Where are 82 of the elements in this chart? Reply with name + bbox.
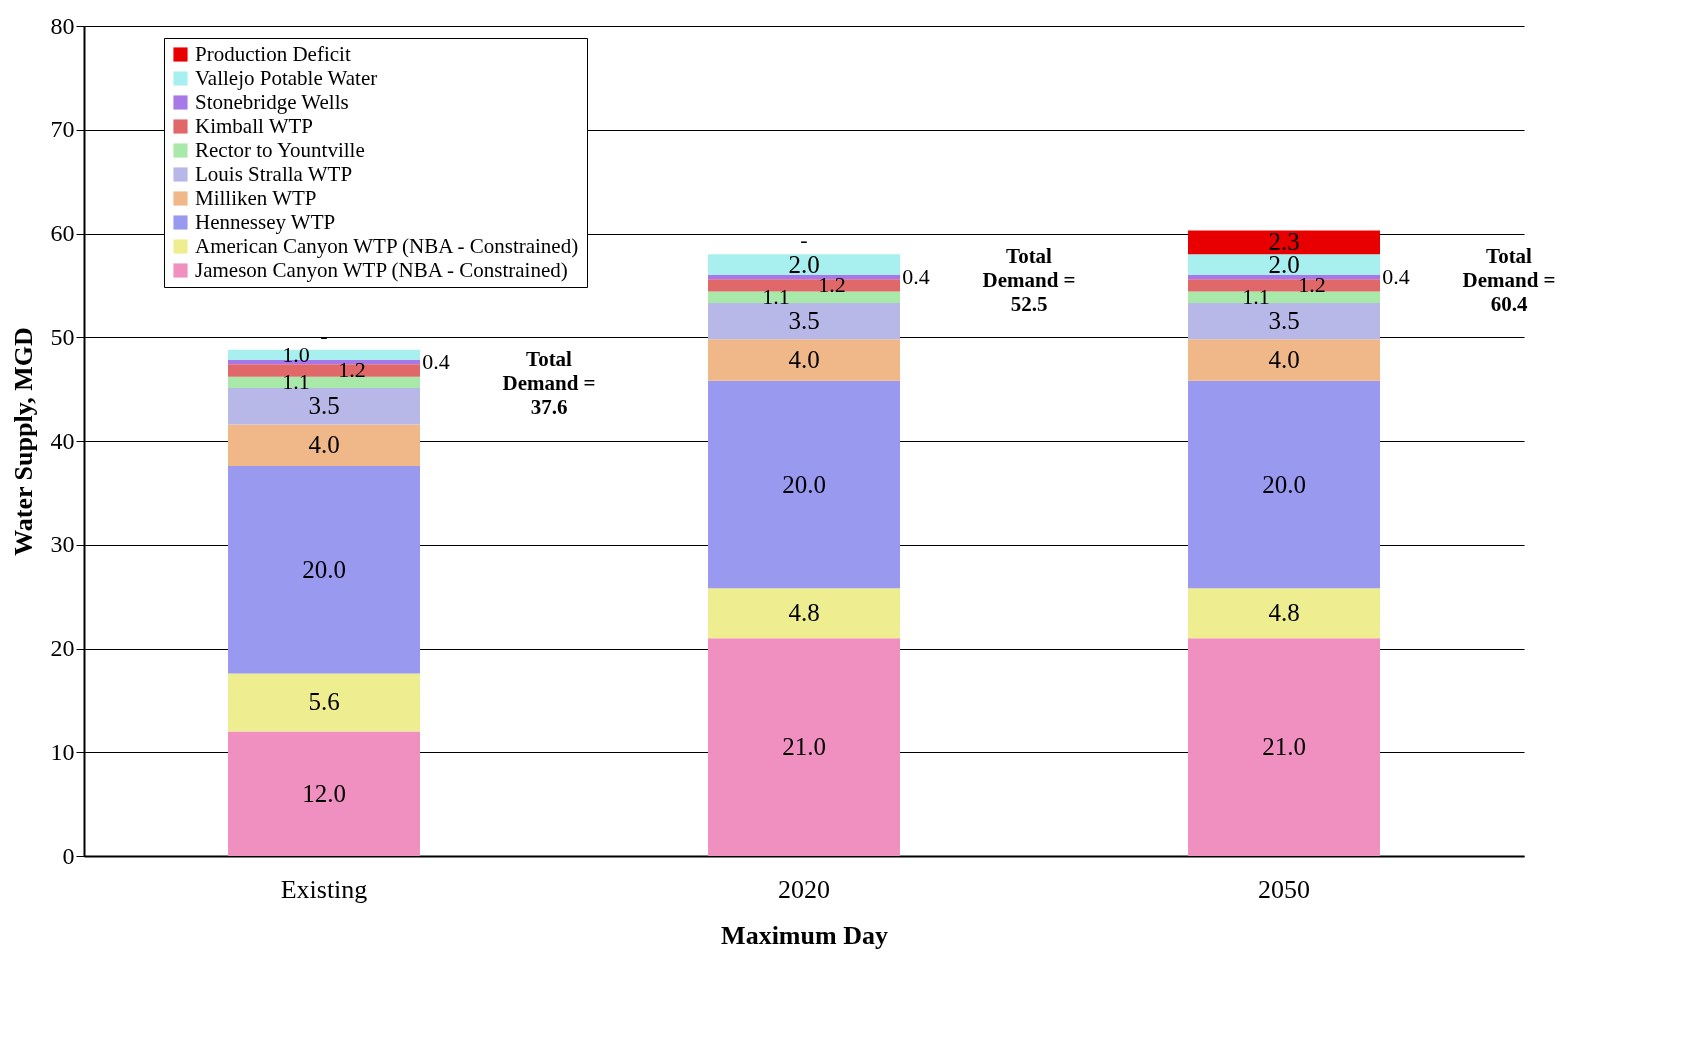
x-axis-title: Maximum Day (721, 920, 888, 950)
bar (228, 731, 420, 856)
data-label: 1.2 (338, 357, 366, 383)
bar (228, 424, 420, 466)
bar (708, 291, 900, 304)
data-label: 4.0 (1268, 346, 1300, 374)
bar (1188, 638, 1380, 856)
bar (1188, 279, 1380, 292)
y-tick-label: 50 (50, 323, 75, 350)
data-label: 1.2 (818, 272, 846, 298)
data-label: 4.8 (1268, 599, 1300, 627)
y-tick-label: 60 (50, 220, 75, 246)
bar (708, 254, 900, 275)
data-label: 3.5 (1268, 307, 1300, 335)
data-label: 21.0 (782, 733, 826, 761)
bar (1188, 275, 1380, 280)
annotation: Total Demand = 37.6 (502, 347, 596, 420)
legend-label: Stonebridge Wells (195, 89, 349, 114)
y-tick-label: 10 (50, 738, 75, 765)
data-label: 2.0 (788, 250, 820, 278)
bar (1188, 339, 1380, 381)
bar (1188, 254, 1380, 275)
legend-label: Hennessey WTP (195, 209, 336, 234)
bar (228, 376, 420, 389)
annotation: Total Demand = 52.5 (982, 243, 1076, 316)
legend-label: Vallejo Potable Water (195, 65, 378, 90)
data-label: 20.0 (782, 470, 826, 498)
legend-label: Rector to Yountville (195, 137, 365, 162)
data-label: - (800, 227, 808, 253)
bar (1188, 230, 1380, 255)
data-label: 3.5 (788, 307, 820, 335)
data-label: 1.1 (282, 369, 310, 395)
data-label: 20.0 (302, 555, 346, 583)
x-tick-label: Existing (280, 874, 368, 904)
bar (228, 349, 420, 361)
data-label: 4.0 (788, 346, 820, 374)
bar (708, 380, 900, 589)
data-label: 4.8 (788, 599, 820, 627)
bar (1188, 303, 1380, 340)
y-tick-label: 0 (62, 842, 75, 869)
y-tick-label: 40 (50, 427, 75, 454)
data-label: 12.0 (302, 779, 346, 807)
bar (708, 588, 900, 639)
data-label: 0.4 (1382, 264, 1410, 290)
y-axis-title: Water Supply, MGD (8, 327, 38, 556)
x-tick-label: 2050 (1258, 874, 1310, 904)
bar (1188, 291, 1380, 304)
y-tick-label: 20 (50, 635, 75, 661)
bar (1188, 380, 1380, 589)
y-tick-label: 30 (50, 531, 75, 558)
annotation: Total Demand = 60.4 (1462, 243, 1556, 316)
data-label: 20.0 (1262, 470, 1306, 498)
data-label: 1.2 (1298, 272, 1326, 298)
bar (228, 360, 420, 365)
bar (708, 638, 900, 856)
legend-label: Kimball WTP (195, 113, 314, 138)
bar (708, 339, 900, 381)
y-tick-label: 80 (50, 12, 75, 39)
data-label: 4.0 (308, 431, 340, 459)
data-label: 0.4 (422, 349, 450, 375)
bar (228, 388, 420, 425)
data-label: 21.0 (1262, 733, 1306, 761)
legend-label: Louis Stralla WTP (195, 161, 353, 186)
y-tick-label: 70 (50, 116, 75, 143)
legend-label: Milliken WTP (195, 185, 317, 210)
bar (228, 465, 420, 674)
data-label: 1.1 (1242, 284, 1270, 310)
bar (228, 364, 420, 377)
x-tick-label: 2020 (778, 874, 830, 904)
bar (708, 279, 900, 292)
legend-label: Production Deficit (195, 41, 351, 66)
data-label: 5.6 (308, 688, 340, 716)
data-label: 0.4 (902, 264, 930, 290)
data-label: 3.5 (308, 392, 340, 420)
bar (708, 275, 900, 280)
data-label: 1.1 (762, 284, 790, 310)
data-label: 1.0 (282, 341, 310, 367)
legend-label: American Canyon WTP (NBA - Constrained) (195, 233, 579, 258)
bar (1188, 588, 1380, 639)
legend-label: Jameson Canyon WTP (NBA - Constrained) (195, 257, 568, 282)
bar (708, 303, 900, 340)
bar (228, 673, 420, 732)
